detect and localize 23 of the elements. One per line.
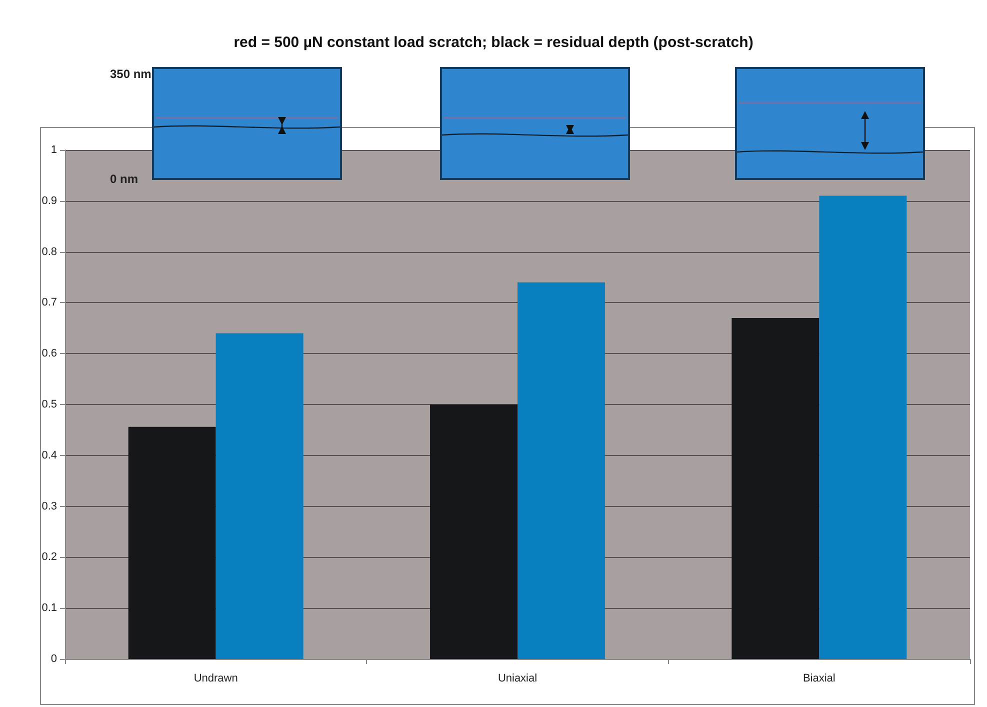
- x-tick-label: Biaxial: [802, 672, 836, 684]
- bar: [819, 196, 907, 659]
- y-tick-label: 0.6: [42, 348, 57, 360]
- bar: [216, 333, 304, 659]
- x-tick-label: Uniaxial: [498, 672, 538, 684]
- annotation: 0 nm: [110, 172, 138, 186]
- chart-title: red = 500 µN constant load scratch; black = residual depth (post-scratch): [234, 34, 754, 51]
- x-tick-label: Undrawn: [194, 672, 238, 684]
- y-tick-label: 0.1: [42, 602, 57, 614]
- y-tick-label: 0.2: [42, 551, 57, 564]
- bar: [518, 282, 605, 659]
- text: 350 nm: [110, 67, 152, 81]
- y-tick-label: 0.4: [42, 449, 57, 462]
- y-tick-label: 0.7: [42, 296, 57, 309]
- y-tick-label: 1: [50, 144, 57, 156]
- y-tick-label: 0: [50, 653, 57, 665]
- y-tick-label: 0.8: [42, 246, 57, 258]
- bar: [732, 318, 820, 659]
- y-tick-label: 0.5: [42, 398, 57, 410]
- bar: [128, 426, 216, 659]
- y-tick-label: 0.3: [42, 500, 57, 512]
- y-tick-label: 0.9: [42, 194, 57, 207]
- bar: [430, 404, 518, 659]
